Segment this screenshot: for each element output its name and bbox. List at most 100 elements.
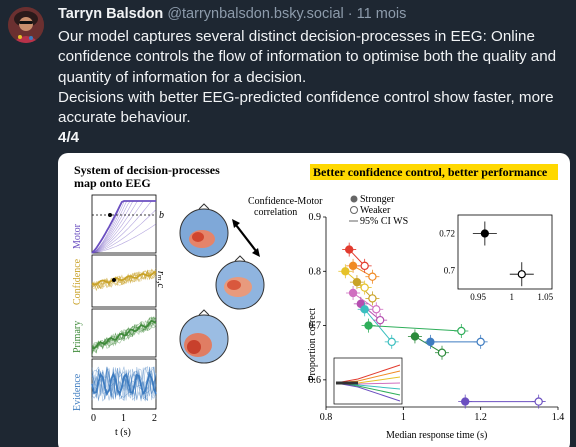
post-body: Our model captures several distinct deci…	[58, 27, 570, 149]
point-weaker	[372, 305, 381, 314]
legend-stronger-marker	[350, 195, 358, 203]
trace-mean-2	[91, 319, 157, 350]
legend-weaker: Weaker	[360, 205, 391, 216]
post-time[interactable]: 11 mois	[356, 6, 407, 22]
x-tick-label: 1.2	[474, 412, 487, 423]
point-stronger	[426, 337, 435, 347]
row-label-motor: Motor	[72, 223, 83, 249]
point-weaker	[387, 337, 396, 347]
trace-line	[91, 367, 157, 401]
y-tick-label: 0.9	[309, 212, 322, 223]
inset-point-weaker	[517, 270, 526, 279]
b-label: b	[159, 210, 164, 221]
trace-line	[91, 209, 157, 254]
legend-stronger: Stronger	[360, 194, 395, 205]
trace-line	[91, 366, 157, 401]
point-weaker	[375, 315, 385, 325]
color-key-inset	[333, 357, 403, 405]
row-label-confidence: Confidence	[72, 258, 83, 305]
post-paragraph-1: Our model captures several distinct deci…	[58, 28, 557, 86]
left-x-label: t (s)	[115, 427, 131, 438]
inset-y-tick-label: 0.7	[444, 266, 456, 276]
point-weaker	[437, 348, 447, 357]
author-name[interactable]: Tarryn Balsdon	[58, 6, 164, 22]
main-chart: 0.6 0.7 0.8 0.9 0.8 1 1.2 1.4	[309, 212, 565, 423]
trace-line	[91, 319, 157, 354]
trace-line	[91, 200, 156, 254]
pair-line	[364, 308, 393, 343]
legend-ci: 95% CI WS	[360, 216, 408, 227]
inset-chart: 0.72 0.7 0.95 1 1.05	[439, 214, 554, 302]
right-title-highlight	[310, 164, 558, 180]
point-stronger	[410, 332, 420, 341]
pair-line	[368, 325, 462, 332]
post-paragraph-2: Decisions with better EEG-predicted conf…	[58, 88, 554, 127]
right-title: Better confidence control, better perfor…	[313, 165, 548, 179]
point-stronger	[364, 321, 373, 330]
topomap-primary	[179, 309, 229, 364]
avatar[interactable]	[8, 7, 44, 43]
figure-svg: System of decision-processes map onto EE…	[72, 163, 565, 441]
row-label-evidence: Evidence	[72, 373, 83, 411]
point-weaker	[534, 397, 543, 406]
separator-dot: ·	[347, 6, 353, 22]
trace-line	[91, 316, 157, 353]
threshold-point	[108, 213, 112, 217]
point-weaker	[360, 261, 369, 271]
legend-weaker-marker	[350, 206, 358, 214]
point-weaker	[368, 294, 377, 303]
x-tick-label: 1.4	[552, 412, 565, 423]
trace-line	[91, 366, 157, 402]
confidence-point	[112, 278, 116, 282]
left-x-tick-1: 1	[121, 413, 126, 424]
point-stronger	[348, 261, 358, 271]
point-stronger	[352, 277, 362, 287]
figure-image[interactable]: System of decision-processes map onto EE…	[58, 153, 570, 447]
point-stronger	[360, 305, 369, 314]
right-y-label: Proportion correct	[307, 308, 318, 381]
point-stronger	[348, 288, 358, 298]
point-weaker	[476, 337, 485, 347]
topomap-confidence	[215, 255, 265, 310]
trace-line	[91, 366, 157, 401]
annotation-line1: Confidence-Motor	[248, 196, 323, 207]
inset-x-tick-label: 1	[509, 292, 514, 302]
author-handle[interactable]: @tarrynbalsdon.bsky.social	[167, 6, 344, 22]
inset-x-tick-label: 0.95	[470, 292, 486, 302]
x-tick-label: 1	[401, 412, 406, 423]
left-title-line2: map onto EEG	[74, 176, 151, 190]
pair-line	[352, 292, 377, 310]
point-stronger	[341, 267, 350, 276]
post-paragraph-3: 4/4	[58, 129, 80, 147]
point-stronger	[461, 397, 470, 406]
left-x-tick-2: 2	[152, 413, 157, 424]
trace-mean-0	[91, 200, 156, 254]
left-trace-rows	[91, 194, 157, 410]
side-label: rₘ,c	[155, 271, 166, 289]
avatar-image	[8, 7, 44, 43]
y-tick-label: 0.7	[309, 321, 322, 332]
point-weaker	[457, 326, 466, 336]
trace-line	[91, 270, 157, 288]
inset-point-stronger	[480, 229, 489, 238]
point-stronger	[345, 245, 354, 254]
inset-frame	[457, 214, 553, 290]
point-weaker	[368, 272, 377, 281]
trace-line	[91, 270, 157, 289]
inset-x-tick-label: 1.05	[537, 292, 553, 302]
topomap-motor	[179, 203, 229, 258]
left-x-tick-0: 0	[91, 413, 96, 424]
point-weaker	[360, 283, 369, 292]
trace-line	[91, 223, 157, 254]
post: Tarryn Balsdon @tarrynbalsdon.bsky.socia…	[58, 5, 570, 149]
right-x-label: Median response time (s)	[386, 430, 487, 441]
y-tick-label: 0.6	[309, 375, 322, 386]
inset-y-tick-label: 0.72	[439, 229, 455, 239]
row-label-primary: Primary	[72, 321, 83, 353]
annotation-line2: correlation	[254, 207, 297, 218]
y-tick-label: 0.8	[309, 266, 322, 277]
trace-mean-3	[91, 371, 157, 397]
trace-mean-1	[91, 270, 157, 286]
x-tick-label: 0.8	[320, 412, 333, 423]
double-arrow-icon	[232, 219, 260, 257]
